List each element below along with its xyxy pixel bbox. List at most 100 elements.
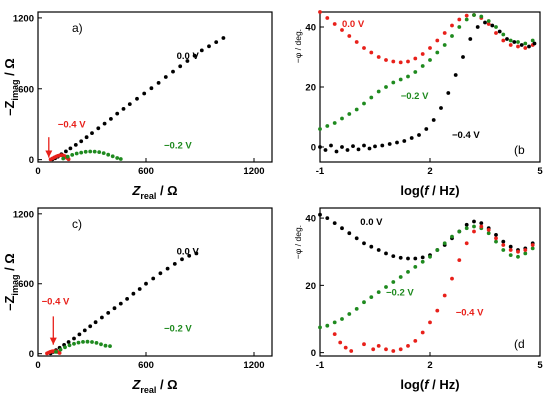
data-point	[486, 19, 491, 23]
data-point	[109, 117, 113, 121]
data-point	[464, 17, 469, 22]
data-point	[100, 315, 104, 320]
y-tick-label: 1200	[13, 209, 34, 220]
data-point	[472, 13, 476, 17]
data-point	[468, 37, 473, 41]
x-tick-label: 1200	[243, 360, 264, 371]
data-point	[420, 52, 425, 56]
x-axis-title-main: Z	[131, 377, 141, 392]
x-tick-label: -1	[316, 166, 325, 177]
panel-label: c)	[72, 217, 82, 231]
data-point	[398, 347, 403, 352]
data-point	[318, 127, 322, 131]
data-point	[110, 154, 115, 159]
x-tick-label: 0	[35, 360, 40, 371]
data-point	[431, 118, 436, 122]
data-point	[332, 221, 337, 226]
data-point	[530, 38, 535, 43]
data-point	[486, 231, 491, 236]
data-point	[106, 152, 111, 157]
data-point	[420, 64, 425, 68]
data-point	[362, 101, 366, 106]
data-point	[73, 143, 78, 147]
data-point	[99, 342, 103, 347]
x-tick-label: 600	[138, 360, 154, 371]
data-point	[144, 281, 148, 286]
y-axis-title: –Zimag / Ω	[2, 58, 20, 115]
data-point	[151, 276, 156, 281]
data-point	[338, 340, 343, 345]
data-point	[413, 265, 418, 269]
data-point	[508, 253, 513, 257]
data-point	[428, 320, 432, 325]
data-point	[97, 150, 102, 155]
data-point	[384, 251, 388, 256]
data-point	[472, 219, 476, 224]
data-point	[464, 222, 469, 227]
data-point	[516, 44, 520, 49]
data-point	[347, 34, 352, 38]
data-point	[94, 341, 99, 345]
y-tick-label: 0	[29, 155, 34, 166]
data-point	[64, 149, 68, 154]
data-point	[318, 325, 322, 330]
x-axis-title: log(f / Hz)	[400, 377, 459, 392]
data-point	[156, 81, 161, 85]
data-point	[66, 340, 71, 344]
data-point	[406, 344, 410, 348]
data-point	[106, 311, 111, 315]
data-point	[58, 347, 63, 352]
y-tick-label: 40	[305, 23, 316, 34]
data-point	[76, 340, 81, 345]
data-point	[472, 229, 476, 234]
data-point	[446, 91, 451, 95]
x-tick-label: 2	[427, 360, 432, 371]
data-point	[72, 336, 76, 341]
panel-label: a)	[72, 21, 83, 35]
series-0.2Vv	[54, 339, 112, 354]
data-point	[501, 38, 506, 43]
data-point	[83, 149, 88, 154]
series-0.2Vv	[61, 149, 123, 161]
y-axis-title-unit: / Ω	[2, 58, 17, 79]
data-point	[354, 107, 359, 112]
data-point	[172, 262, 177, 266]
data-point	[340, 145, 344, 149]
data-point	[501, 248, 506, 252]
data-point	[516, 254, 520, 259]
data-point	[142, 91, 147, 96]
data-point	[442, 43, 447, 47]
x-axis-title: Zreal / Ω	[131, 183, 177, 201]
data-point	[391, 254, 396, 258]
data-point	[376, 89, 381, 94]
data-point	[508, 43, 513, 47]
x-axis-title-unit: / Hz)	[429, 183, 460, 198]
data-point	[376, 248, 381, 252]
data-point	[369, 244, 374, 249]
data-point	[334, 149, 339, 154]
data-point	[516, 249, 520, 254]
data-point	[354, 40, 359, 44]
data-point	[96, 126, 101, 131]
data-point	[180, 257, 184, 262]
x-axis-title-main: log(	[400, 377, 424, 392]
series-0.0Vv	[48, 251, 199, 356]
data-point	[79, 139, 84, 144]
data-point	[406, 270, 410, 274]
data-point	[435, 248, 440, 252]
y-axis-title-main: –Z	[2, 100, 17, 115]
data-point	[505, 37, 509, 41]
y-axis-title-main: –Z	[2, 295, 17, 310]
data-point	[178, 64, 183, 69]
data-point	[187, 253, 192, 258]
axes-frame	[319, 11, 541, 163]
data-point	[369, 295, 374, 299]
data-point	[424, 127, 429, 131]
data-point	[428, 254, 432, 259]
data-point	[494, 31, 498, 35]
data-point	[192, 53, 197, 58]
y-tick-label: 40	[305, 214, 316, 225]
x-tick-label: 0	[35, 166, 40, 177]
data-point	[347, 312, 352, 316]
